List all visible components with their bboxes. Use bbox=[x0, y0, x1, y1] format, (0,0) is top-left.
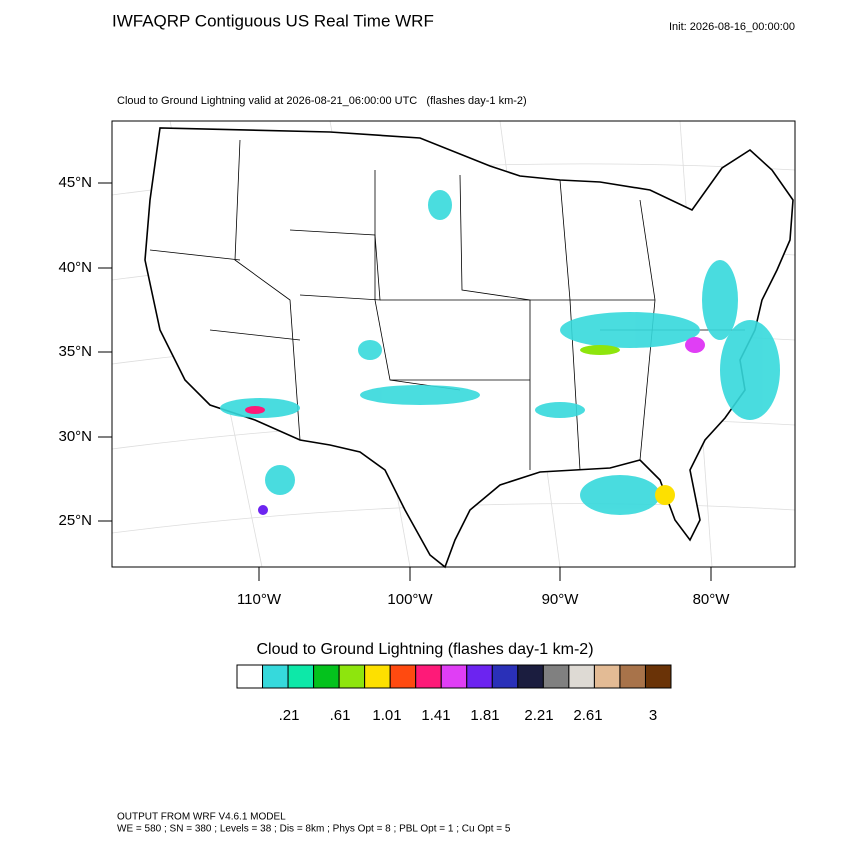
colorbar-box bbox=[287, 664, 315, 689]
lat-label: 30°N bbox=[58, 428, 92, 445]
colorbar-box bbox=[644, 664, 672, 689]
lon-label: 110°W bbox=[237, 591, 282, 608]
colorbar-box bbox=[517, 664, 544, 689]
colorbar-label: 1.01 bbox=[372, 707, 401, 724]
map-frame bbox=[111, 120, 796, 568]
footer-line: WE = 580 ; SN = 380 ; Levels = 38 ; Dis … bbox=[117, 824, 511, 835]
lat-label: 25°N bbox=[58, 512, 92, 529]
colorbar-box bbox=[338, 664, 366, 689]
colorbar-label: 2.61 bbox=[573, 707, 602, 724]
colorbar-label: 2.21 bbox=[524, 707, 553, 724]
colorbar-box bbox=[313, 664, 340, 689]
colorbar-box bbox=[415, 664, 442, 689]
colorbar-box bbox=[389, 664, 417, 689]
colorbar-box bbox=[440, 664, 468, 689]
map bbox=[111, 120, 796, 569]
lightning-areas bbox=[220, 190, 780, 515]
colorbar-box bbox=[619, 664, 646, 689]
colorbar-label: 1.81 bbox=[470, 707, 499, 724]
lon-label: 80°W bbox=[693, 591, 731, 608]
colorbar-label: .61 bbox=[330, 707, 351, 724]
colorbar-box bbox=[491, 664, 519, 689]
colorbar-box bbox=[262, 664, 289, 689]
colorbar-box bbox=[542, 664, 570, 689]
map-subtitle: Cloud to Ground Lightning valid at 2026-… bbox=[117, 95, 527, 107]
footer-line: OUTPUT FROM WRF V4.6.1 MODEL bbox=[117, 812, 286, 823]
colorbar-label: 1.41 bbox=[421, 707, 450, 724]
lon-label: 100°W bbox=[387, 591, 433, 608]
title: IWFAQRP Contiguous US Real Time WRF bbox=[112, 11, 434, 30]
lat-label: 35°N bbox=[58, 343, 92, 360]
lat-label: 45°N bbox=[58, 174, 92, 191]
colorbar-box bbox=[568, 664, 595, 689]
colorbar-box bbox=[236, 664, 264, 689]
colorbar-label: .21 bbox=[279, 707, 300, 724]
colorbar-box bbox=[466, 664, 493, 689]
colorbar-title: Cloud to Ground Lightning (flashes day-1… bbox=[256, 641, 593, 658]
colorbar-box bbox=[593, 664, 621, 689]
colorbar-label: 3 bbox=[649, 707, 657, 724]
colorbar-box bbox=[364, 664, 391, 689]
lon-label: 90°W bbox=[542, 591, 580, 608]
lightning-cores bbox=[245, 337, 705, 515]
lat-label: 40°N bbox=[58, 259, 92, 276]
us-outline bbox=[144, 127, 794, 569]
init-time: Init: 2026-08-16_00:00:00 bbox=[669, 21, 795, 33]
